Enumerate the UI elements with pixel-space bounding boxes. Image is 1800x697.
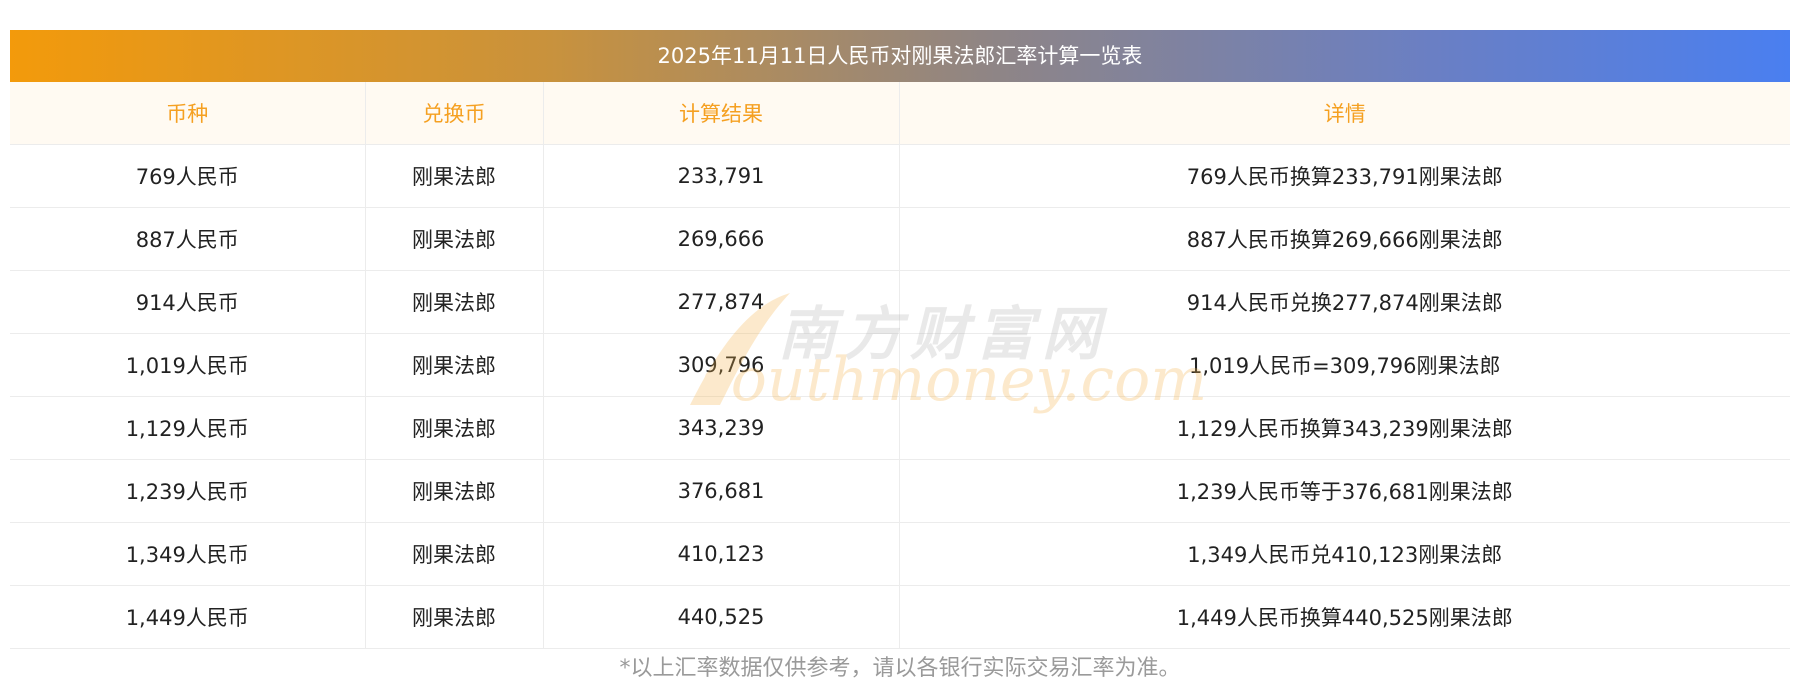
table-row: 1,019人民币 刚果法郎 309,796 1,019人民币=309,796刚果… — [10, 333, 1790, 397]
cell-detail: 769人民币换算233,791刚果法郎 — [899, 144, 1790, 208]
table-row: 914人民币 刚果法郎 277,874 914人民币兑换277,874刚果法郎 — [10, 270, 1790, 334]
cell-result: 343,239 — [543, 396, 900, 460]
cell-currency: 1,349人民币 — [10, 522, 366, 586]
cell-currency: 1,129人民币 — [10, 396, 366, 460]
cell-result: 309,796 — [543, 333, 900, 397]
cell-result: 269,666 — [543, 207, 900, 271]
cell-result: 233,791 — [543, 144, 900, 208]
cell-detail: 1,449人民币换算440,525刚果法郎 — [899, 585, 1790, 649]
cell-currency: 887人民币 — [10, 207, 366, 271]
rate-table-container: 2025年11月11日人民币对刚果法郎汇率计算一览表 币种 兑换币 计算结果 详… — [10, 30, 1790, 649]
header-result: 计算结果 — [543, 82, 900, 145]
header-target: 兑换币 — [365, 82, 544, 145]
cell-detail: 914人民币兑换277,874刚果法郎 — [899, 270, 1790, 334]
table-row: 1,349人民币 刚果法郎 410,123 1,349人民币兑410,123刚果… — [10, 522, 1790, 586]
cell-target: 刚果法郎 — [365, 585, 544, 649]
header-currency: 币种 — [10, 82, 366, 145]
cell-detail: 1,349人民币兑410,123刚果法郎 — [899, 522, 1790, 586]
cell-target: 刚果法郎 — [365, 207, 544, 271]
cell-result: 410,123 — [543, 522, 900, 586]
disclaimer-footnote: *以上汇率数据仅供参考，请以各银行实际交易汇率为准。 — [619, 656, 1181, 681]
cell-detail: 1,019人民币=309,796刚果法郎 — [899, 333, 1790, 397]
cell-result: 277,874 — [543, 270, 900, 334]
table-row: 1,129人民币 刚果法郎 343,239 1,129人民币换算343,239刚… — [10, 396, 1790, 460]
cell-currency: 1,449人民币 — [10, 585, 366, 649]
cell-currency: 1,019人民币 — [10, 333, 366, 397]
cell-result: 376,681 — [543, 459, 900, 523]
rate-table: 币种 兑换币 计算结果 详情 769人民币 刚果法郎 233,791 769人民… — [10, 82, 1790, 649]
cell-target: 刚果法郎 — [365, 396, 544, 460]
cell-detail: 1,239人民币等于376,681刚果法郎 — [899, 459, 1790, 523]
cell-detail: 887人民币换算269,666刚果法郎 — [899, 207, 1790, 271]
table-title: 2025年11月11日人民币对刚果法郎汇率计算一览表 — [10, 30, 1790, 82]
cell-currency: 769人民币 — [10, 144, 366, 208]
cell-currency: 1,239人民币 — [10, 459, 366, 523]
header-detail: 详情 — [899, 82, 1790, 145]
table-row: 887人民币 刚果法郎 269,666 887人民币换算269,666刚果法郎 — [10, 207, 1790, 271]
cell-target: 刚果法郎 — [365, 459, 544, 523]
table-row: 769人民币 刚果法郎 233,791 769人民币换算233,791刚果法郎 — [10, 144, 1790, 208]
cell-target: 刚果法郎 — [365, 144, 544, 208]
cell-detail: 1,129人民币换算343,239刚果法郎 — [899, 396, 1790, 460]
cell-target: 刚果法郎 — [365, 333, 544, 397]
table-row: 1,449人民币 刚果法郎 440,525 1,449人民币换算440,525刚… — [10, 585, 1790, 649]
table-row: 1,239人民币 刚果法郎 376,681 1,239人民币等于376,681刚… — [10, 459, 1790, 523]
cell-result: 440,525 — [543, 585, 900, 649]
table-header-row: 币种 兑换币 计算结果 详情 — [10, 82, 1790, 145]
cell-target: 刚果法郎 — [365, 522, 544, 586]
cell-target: 刚果法郎 — [365, 270, 544, 334]
cell-currency: 914人民币 — [10, 270, 366, 334]
